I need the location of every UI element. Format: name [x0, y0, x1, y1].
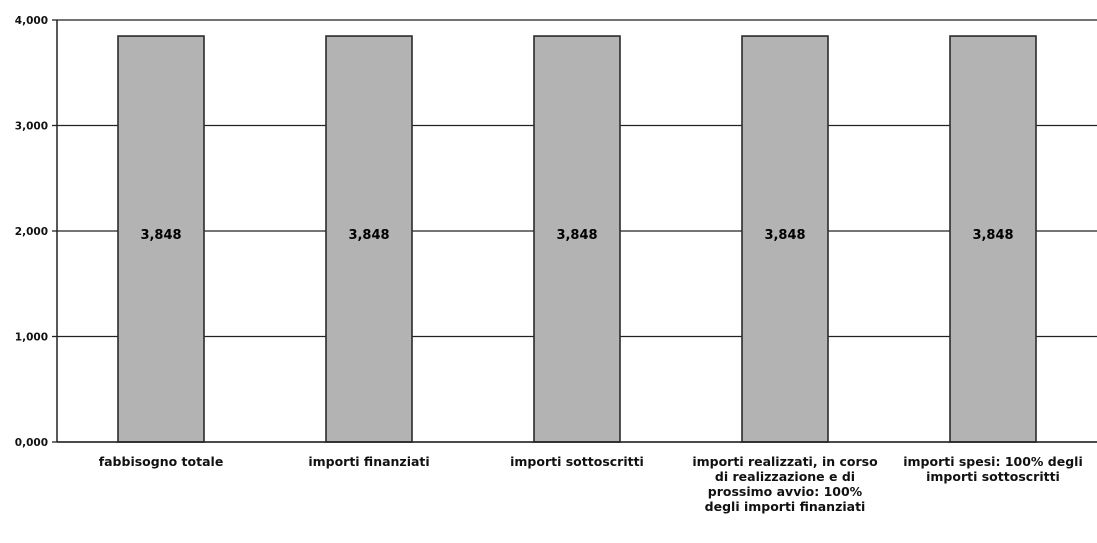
data-label: 3,848: [764, 228, 805, 243]
y-tick-label: 4,000: [15, 15, 48, 27]
data-label: 3,848: [348, 228, 389, 243]
y-tick-label: 3,000: [15, 121, 48, 133]
x-category-label: importi spesi: 100% degli importi sottos…: [903, 454, 1083, 484]
x-category-label: importi finanziati: [308, 454, 430, 469]
y-tick-label: 2,000: [15, 226, 48, 238]
bar: [741, 35, 829, 443]
y-tick-label: 0,000: [15, 437, 48, 449]
data-label: 3,848: [556, 228, 597, 243]
data-label: 3,848: [972, 228, 1013, 243]
bar: [117, 35, 205, 443]
x-category-label: importi realizzati, in corso di realizza…: [692, 454, 878, 514]
bar: [949, 35, 1037, 443]
x-category-label: fabbisogno totale: [98, 454, 224, 469]
bar: [533, 35, 621, 443]
bar: [325, 35, 413, 443]
y-tick-label: 1,000: [15, 332, 48, 344]
data-label: 3,848: [140, 228, 181, 243]
x-category-label: importi sottoscritti: [510, 454, 644, 469]
